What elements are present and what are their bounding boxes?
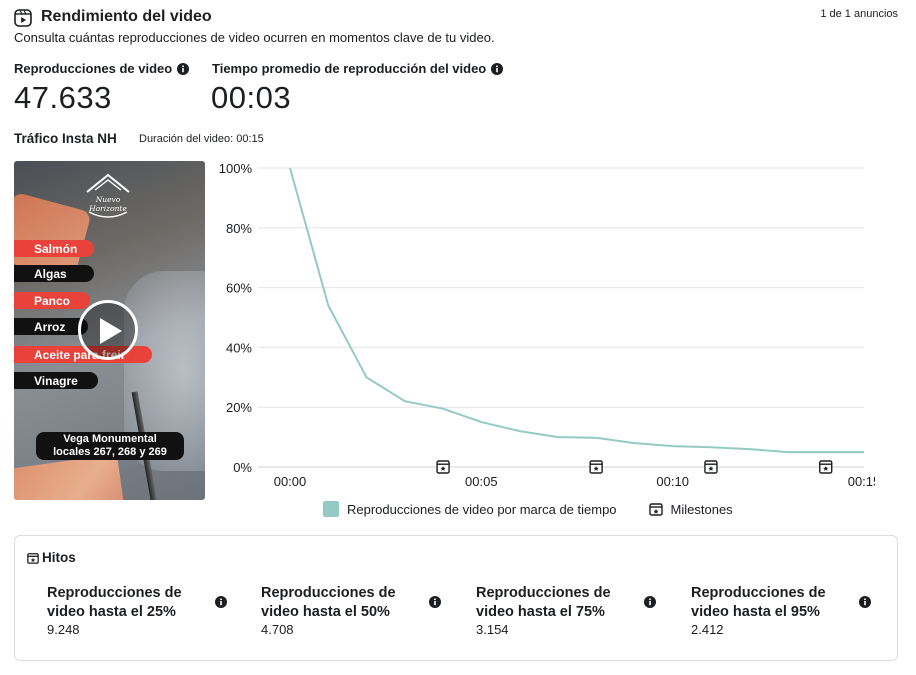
metric-label-avg-play-time: Tiempo promedio de reproducción del vide…	[212, 61, 504, 76]
milestone-value: 2.412	[691, 622, 724, 637]
thumbnail-tag: Algas	[14, 265, 94, 282]
video-thumbnail[interactable]: Nuevo Horizonte Salmón Algas Panco Arroz…	[14, 161, 205, 500]
y-tick-label: 100%	[219, 161, 253, 176]
y-tick-label: 20%	[226, 400, 252, 415]
milestones-title: Hitos	[42, 550, 76, 565]
thumbnail-tag: Salmón	[14, 240, 94, 257]
thumbnail-tag: Vinagre	[14, 372, 98, 389]
info-icon[interactable]	[177, 62, 190, 75]
video-title: Tráfico Insta NH	[14, 131, 117, 146]
logo-text-line2: Horizonte	[88, 204, 127, 213]
milestone-label: Reproducciones de video hasta el 50%	[261, 585, 396, 620]
milestone-label: Reproducciones de video hasta el 25%	[47, 585, 182, 620]
x-tick-label: 00:00	[274, 474, 307, 489]
retention-chart: 0% 20% 40% 60% 80% 100% 00:00 00:05 00:10 00:15	[219, 161, 875, 489]
milestones-panel: Hitos Reproducciones de video hasta el 2…	[14, 535, 898, 661]
location-line2: locales 267, 268 y 269	[53, 446, 167, 458]
metric-value-avg-play-time: 00:03	[211, 80, 292, 115]
metric-value-video-plays: 47.633	[14, 80, 112, 115]
location-line1: Vega Monumental	[63, 433, 157, 445]
milestone-marker[interactable]	[589, 460, 603, 474]
metric-label-video-plays: Reproducciones de video	[14, 61, 190, 76]
thumbnail-tag: Arroz	[14, 318, 88, 335]
metric-label-text: Tiempo promedio de reproducción del vide…	[212, 61, 487, 76]
page-title: Rendimiento del video	[41, 8, 212, 25]
milestone-item: Reproducciones de video hasta el 75% 3.1…	[476, 584, 656, 637]
x-tick-label: 00:05	[465, 474, 498, 489]
x-tick-label: 00:10	[656, 474, 689, 489]
milestone-item: Reproducciones de video hasta el 95% 2.4…	[691, 584, 871, 637]
milestone-marker[interactable]	[819, 460, 833, 474]
video-duration: Duración del video: 00:15	[139, 133, 264, 145]
thumbnail-tag: Panco	[14, 292, 90, 309]
milestone-item: Reproducciones de video hasta el 25% 9.2…	[47, 584, 227, 637]
y-tick-label: 80%	[226, 221, 252, 236]
legend-milestones-label: Milestones	[670, 501, 733, 517]
logo-text-line1: Nuevo	[95, 195, 121, 204]
milestone-icon	[648, 503, 663, 516]
info-icon[interactable]	[429, 596, 441, 608]
ad-counter: 1 de 1 anuncios	[820, 8, 898, 20]
x-tick-label: 00:15	[848, 474, 875, 489]
page-subtitle: Consulta cuántas reproducciones de video…	[14, 30, 495, 45]
milestone-marker[interactable]	[704, 460, 718, 474]
milestone-icon	[27, 553, 39, 564]
brand-logo: Nuevo Horizonte	[86, 173, 130, 218]
milestone-value: 9.248	[47, 622, 80, 637]
y-tick-label: 40%	[226, 340, 252, 355]
video-icon	[14, 9, 32, 27]
info-icon[interactable]	[215, 596, 227, 608]
series-line	[289, 167, 864, 454]
milestone-item: Reproducciones de video hasta el 50% 4.7…	[261, 584, 441, 637]
play-icon[interactable]	[78, 300, 138, 360]
legend-series-label: Reproducciones de video por marca de tie…	[347, 501, 617, 517]
info-icon[interactable]	[491, 62, 504, 75]
legend-swatch	[323, 501, 339, 517]
metric-label-text: Reproducciones de video	[14, 61, 173, 76]
thumbnail-location-badge: Vega Monumental locales 267, 268 y 269	[36, 432, 184, 460]
milestone-value: 3.154	[476, 622, 509, 637]
y-tick-label: 60%	[226, 281, 252, 296]
milestone-marker[interactable]	[436, 460, 450, 474]
milestone-label: Reproducciones de video hasta el 95%	[691, 585, 826, 620]
info-icon[interactable]	[859, 596, 871, 608]
y-tick-label: 0%	[233, 460, 252, 475]
info-icon[interactable]	[644, 596, 656, 608]
milestone-label: Reproducciones de video hasta el 75%	[476, 585, 611, 620]
chart-legend: Reproducciones de video por marca de tie…	[323, 501, 733, 517]
milestone-value: 4.708	[261, 622, 294, 637]
